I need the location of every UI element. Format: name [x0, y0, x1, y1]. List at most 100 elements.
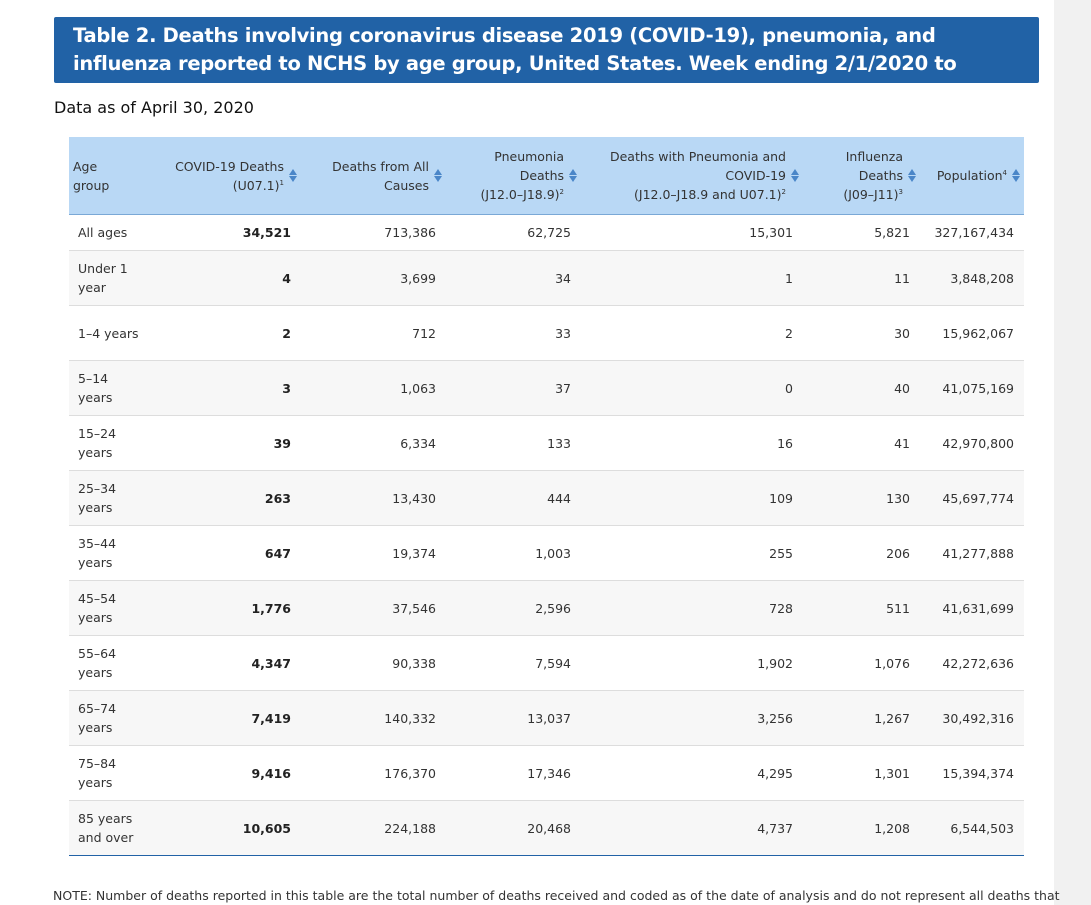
- all-causes-cell: 1,063: [301, 360, 446, 416]
- sort-icon[interactable]: [791, 169, 799, 182]
- influenza-cell: 1,208: [803, 800, 920, 856]
- table-row: 65–74 years 7,419 140,332 13,037 3,256 1,267 30…: [69, 690, 1024, 746]
- pneumonia-cell: 34: [446, 250, 581, 306]
- column-header-text: Causes: [332, 176, 429, 195]
- age-group-text: years: [78, 720, 113, 735]
- column-header-text: (J09–J11)3: [843, 185, 903, 204]
- all-causes-cell: 19,374: [301, 525, 446, 581]
- column-header-text: Deaths: [480, 166, 564, 185]
- table-row: 55–64 years 4,347 90,338 7,594 1,902 1,076 42,2…: [69, 635, 1024, 691]
- age-group-cell: 55–64 years: [69, 635, 164, 691]
- sort-icon[interactable]: [908, 169, 916, 182]
- population-cell: 327,167,434: [920, 214, 1024, 251]
- influenza-cell: 1,301: [803, 745, 920, 801]
- population-cell: 41,631,699: [920, 580, 1024, 636]
- influenza-cell: 5,821: [803, 214, 920, 251]
- column-header-text-part: Causes: [383, 177, 429, 193]
- all-causes-cell: 713,386: [301, 214, 446, 251]
- column-header-population[interactable]: Population4: [920, 137, 1024, 215]
- influenza-cell: 11: [803, 250, 920, 306]
- pneumonia-covid-cell: 16: [581, 415, 803, 471]
- column-header-pneumonia-covid-deaths[interactable]: Deaths with Pneumonia and COVID-19 (J12.0–…: [581, 137, 803, 215]
- column-header-covid-deaths[interactable]: COVID-19 Deaths (U07.1)1: [164, 137, 301, 215]
- age-group-cell: 45–54 years: [69, 580, 164, 636]
- sort-ascending-icon: [1012, 169, 1020, 175]
- sort-ascending-icon: [434, 169, 442, 175]
- pneumonia-cell: 62,725: [446, 214, 581, 251]
- column-header-label: Influenza Deaths (J09–J11)3: [843, 147, 903, 204]
- column-header-text: Deaths: [843, 166, 903, 185]
- covid-deaths-cell: 263: [164, 470, 301, 526]
- column-header-label: Population4: [937, 166, 1007, 185]
- influenza-cell: 1,267: [803, 690, 920, 746]
- age-group-text: 85 years: [78, 811, 133, 826]
- column-header-text-part: Influenza: [845, 149, 903, 164]
- deaths-by-age-table: Age group COVID-19 Deaths (U07.1)1 Deaths fr…: [69, 137, 1024, 856]
- all-causes-cell: 37,546: [301, 580, 446, 636]
- column-header-label: COVID-19 Deaths (U07.1)1: [175, 157, 284, 195]
- sort-ascending-icon: [569, 169, 577, 175]
- sort-icon[interactable]: [569, 169, 577, 182]
- column-header-all-causes-deaths[interactable]: Deaths from All Causes: [301, 137, 446, 215]
- footnote-marker: 2: [559, 187, 564, 196]
- age-group-text: and over: [78, 830, 134, 845]
- column-header-text-part: Pneumonia: [494, 149, 564, 164]
- deaths-table-container: Age group COVID-19 Deaths (U07.1)1 Deaths fr…: [69, 137, 1024, 856]
- age-group-text: 25–34: [78, 481, 117, 496]
- age-group-text: All ages: [78, 225, 128, 240]
- sort-icon[interactable]: [1012, 169, 1020, 182]
- sort-descending-icon: [908, 176, 916, 182]
- table-row: 85 years and over 10,605 224,188 20,468 4,737…: [69, 800, 1024, 856]
- age-group-text: years: [78, 390, 113, 405]
- age-group-text: years: [78, 500, 113, 515]
- age-group-cell: 1–4 years: [69, 305, 164, 361]
- covid-deaths-cell: 3: [164, 360, 301, 416]
- influenza-cell: 41: [803, 415, 920, 471]
- age-group-cell: 85 years and over: [69, 800, 164, 856]
- pneumonia-cell: 7,594: [446, 635, 581, 691]
- column-header-text-part: Population: [936, 168, 1003, 183]
- pneumonia-covid-cell: 109: [581, 470, 803, 526]
- age-group-text: 75–84: [78, 756, 117, 771]
- sort-ascending-icon: [908, 169, 916, 175]
- column-header-text-part: COVID-19: [725, 168, 786, 183]
- sort-descending-icon: [434, 176, 442, 182]
- table-row: All ages 34,521 713,386 62,725 15,301 5,821 32…: [69, 214, 1024, 251]
- footnote-marker: 1: [279, 178, 284, 187]
- table-title: Table 2. Deaths involving coronavirus di…: [73, 24, 957, 103]
- pneumonia-covid-cell: 728: [581, 580, 803, 636]
- pneumonia-covid-cell: 2: [581, 305, 803, 361]
- column-header-text-part: Deaths: [519, 168, 564, 183]
- table-row: 1–4 years 2 712 33 2 30 15,962,067: [69, 305, 1024, 361]
- column-header-text-part: (J12.0–J18.9 and U07.1): [634, 187, 782, 202]
- influenza-cell: 130: [803, 470, 920, 526]
- page-scroll-gutter: [1054, 0, 1091, 905]
- influenza-cell: 40: [803, 360, 920, 416]
- column-header-text: Influenza: [843, 147, 903, 166]
- sort-icon[interactable]: [289, 169, 297, 182]
- age-group-text: 45–54: [78, 591, 117, 606]
- table-row: 15–24 years 39 6,334 133 16 41 42,970,800: [69, 415, 1024, 471]
- column-header-influenza-deaths[interactable]: Influenza Deaths (J09–J11)3: [803, 137, 920, 215]
- table-row: 25–34 years 263 13,430 444 109 130 45,697,774: [69, 470, 1024, 526]
- age-group-text: years: [78, 775, 113, 790]
- table-row: 5–14 years 3 1,063 37 0 40 41,075,169: [69, 360, 1024, 416]
- all-causes-cell: 6,334: [301, 415, 446, 471]
- age-group-cell: 65–74 years: [69, 690, 164, 746]
- population-cell: 41,277,888: [920, 525, 1024, 581]
- column-header-text: Age: [73, 157, 109, 176]
- column-header-text-part: COVID-19 Deaths: [175, 158, 284, 174]
- pneumonia-covid-cell: 4,295: [581, 745, 803, 801]
- column-header-pneumonia-deaths[interactable]: Pneumonia Deaths (J12.0–J18.9)2: [446, 137, 581, 215]
- age-group-cell: 75–84 years: [69, 745, 164, 801]
- influenza-cell: 206: [803, 525, 920, 581]
- sort-descending-icon: [1012, 176, 1020, 182]
- age-group-text: 65–74: [78, 701, 117, 716]
- sort-icon[interactable]: [434, 169, 442, 182]
- covid-deaths-cell: 10,605: [164, 800, 301, 856]
- age-group-text: 55–64: [78, 646, 117, 661]
- pneumonia-cell: 17,346: [446, 745, 581, 801]
- column-header-age-group[interactable]: Age group: [69, 137, 164, 215]
- age-group-text: 1–4 years: [78, 325, 139, 341]
- column-header-text: Population4: [937, 166, 1007, 185]
